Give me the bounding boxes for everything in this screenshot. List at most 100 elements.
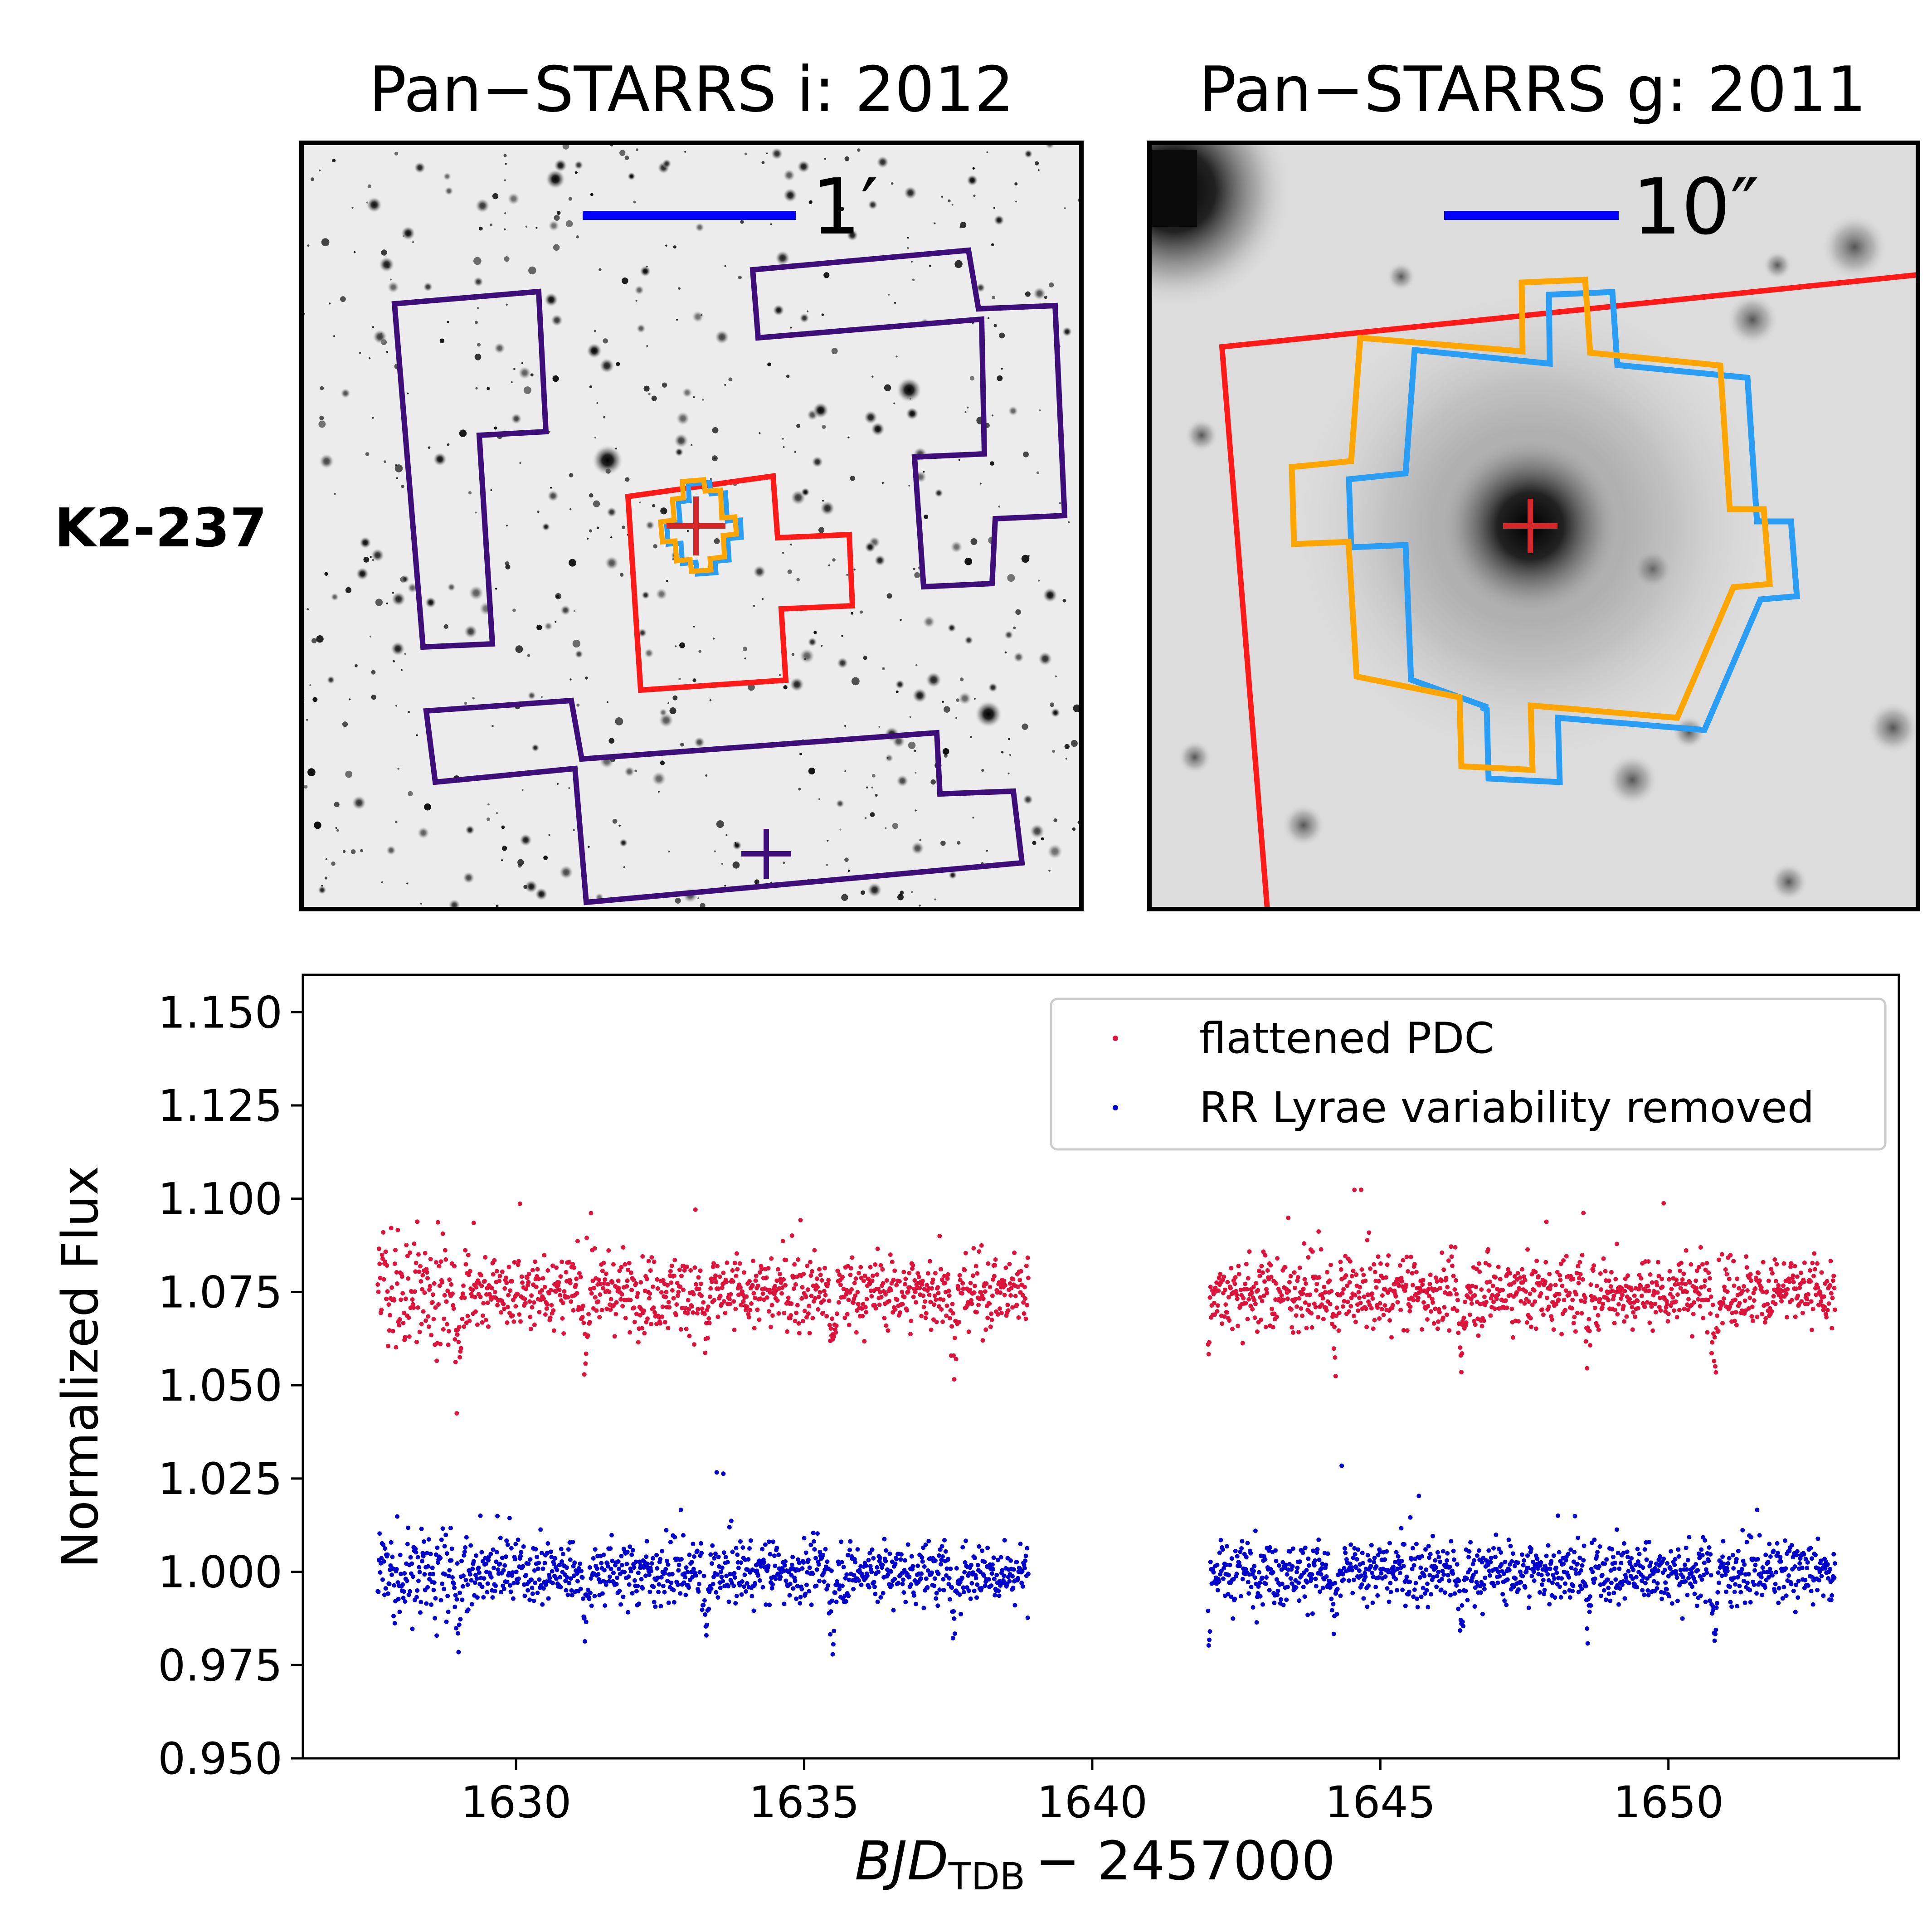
data-point: [991, 1277, 996, 1282]
sky-star: [504, 256, 510, 262]
panel-b-frame: [1147, 141, 1920, 911]
sky-star: [505, 561, 510, 566]
sky-star: [528, 266, 536, 275]
data-point: [1757, 1278, 1762, 1283]
data-point: [737, 1261, 742, 1266]
data-point: [883, 1559, 888, 1564]
data-point: [1558, 1595, 1563, 1600]
data-point: [1576, 1280, 1581, 1285]
data-point: [462, 1553, 467, 1558]
data-point: [1710, 1608, 1715, 1613]
sky-star: [1021, 555, 1030, 563]
sky-star: [619, 150, 626, 156]
data-point: [757, 1270, 762, 1275]
panel-a-title: Pan−STARRS i: 2012: [369, 53, 1014, 126]
data-point: [1379, 1571, 1384, 1576]
data-point: [831, 1642, 836, 1647]
data-point: [779, 1291, 784, 1296]
data-point: [625, 1278, 630, 1283]
data-point: [741, 1270, 746, 1275]
data-point: [1679, 1281, 1684, 1286]
data-point: [1617, 1566, 1622, 1571]
sky-star: [910, 261, 913, 263]
data-point: [875, 1272, 880, 1277]
data-point: [1231, 1616, 1236, 1621]
data-point: [1292, 1270, 1297, 1275]
data-point: [1684, 1545, 1689, 1550]
data-point: [1352, 1546, 1357, 1551]
data-point: [524, 1286, 529, 1291]
data-point: [1486, 1288, 1491, 1293]
data-point: [393, 1247, 398, 1252]
data-point: [870, 1273, 875, 1278]
legend-marker-flattened-pdc: [1113, 1036, 1118, 1041]
data-point: [612, 1334, 617, 1339]
sky-star: [416, 734, 418, 736]
data-point: [516, 1537, 521, 1542]
data-point: [973, 1284, 978, 1289]
data-point: [433, 1616, 438, 1621]
data-point: [1324, 1574, 1329, 1579]
data-point: [1005, 1556, 1010, 1561]
data-point: [598, 1281, 603, 1286]
data-point: [1576, 1535, 1581, 1540]
data-point: [521, 1544, 526, 1549]
data-point: [719, 1569, 724, 1574]
sky-star: [635, 300, 638, 302]
data-point: [950, 1302, 955, 1307]
data-point: [1466, 1555, 1471, 1560]
sky-star: [871, 422, 885, 437]
data-point: [466, 1253, 471, 1258]
data-point: [1479, 1287, 1484, 1292]
data-point: [403, 1335, 408, 1340]
data-point: [684, 1326, 689, 1331]
data-point: [1277, 1563, 1282, 1568]
data-point: [560, 1260, 565, 1265]
sky-star: [521, 789, 524, 791]
data-point: [1341, 1577, 1346, 1582]
background-aperture-top-right: [749, 247, 1068, 590]
sky-star: [641, 591, 650, 599]
data-point: [413, 1269, 418, 1274]
data-point: [658, 1604, 663, 1609]
data-point: [1559, 1332, 1564, 1337]
data-point: [1588, 1282, 1593, 1287]
data-point: [710, 1543, 715, 1548]
sky-star: [472, 697, 475, 700]
data-point: [1328, 1585, 1333, 1590]
data-point: [1647, 1564, 1652, 1569]
data-point: [803, 1591, 808, 1596]
data-point: [910, 1263, 915, 1268]
data-point: [1594, 1284, 1599, 1289]
sky-star: [782, 552, 784, 554]
sky-star: [334, 493, 336, 495]
data-point: [1672, 1562, 1677, 1567]
data-point: [869, 1570, 874, 1575]
data-point: [1222, 1287, 1227, 1292]
data-point: [1528, 1316, 1533, 1321]
data-point: [1385, 1262, 1390, 1267]
data-point: [611, 1262, 616, 1267]
data-point: [1583, 1584, 1588, 1589]
data-point: [578, 1561, 583, 1566]
data-point: [1666, 1574, 1671, 1579]
sky-star: [662, 159, 672, 169]
data-point: [383, 1259, 388, 1264]
data-point: [1795, 1274, 1800, 1279]
data-point: [1544, 1219, 1549, 1224]
sky-star: [1004, 651, 1007, 654]
data-point: [1437, 1309, 1442, 1314]
data-point: [387, 1313, 392, 1318]
data-point: [764, 1602, 769, 1607]
data-point: [886, 1328, 891, 1333]
data-point: [816, 1294, 821, 1299]
data-point: [733, 1601, 738, 1606]
sky-star: [1004, 630, 1014, 640]
sky-star: [447, 443, 450, 446]
data-point: [1472, 1558, 1477, 1563]
data-point: [850, 1255, 855, 1260]
data-point: [652, 1259, 657, 1264]
data-point: [445, 1288, 450, 1293]
data-point: [481, 1301, 486, 1306]
data-point: [1412, 1262, 1417, 1267]
